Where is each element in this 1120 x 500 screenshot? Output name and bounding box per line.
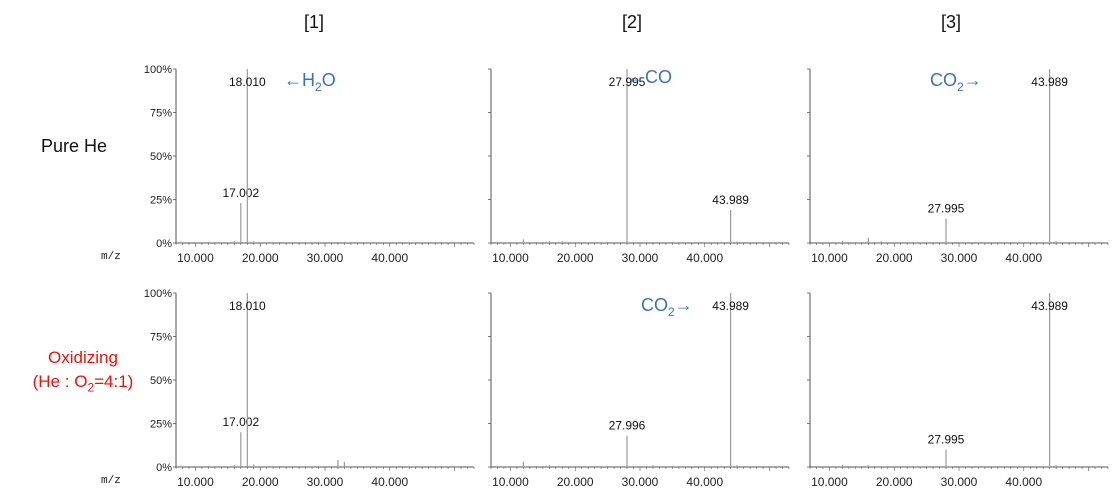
y-tick-label: 25% — [150, 419, 172, 431]
y-tick-label: 25% — [150, 195, 172, 207]
x-tick-label: 40.000 — [1005, 475, 1042, 489]
annotation-suffix: → — [964, 70, 982, 90]
spectrum-panel-ox-3: 10.000 20.000 30.000 40.000 27.995 43.989 — [807, 292, 1109, 489]
x-tick-label: 20.000 — [242, 251, 279, 265]
row-label-oxidizing: Oxidizing (He : O2=4:1) — [8, 346, 158, 399]
x-tick-label: 30.000 — [307, 251, 344, 265]
column-header-3: [3] — [941, 12, 962, 32]
x-tick-label: 10.000 — [811, 251, 848, 265]
x-tick-label: 40.000 — [686, 251, 723, 265]
x-tick-label: 20.000 — [876, 475, 913, 489]
peak-label: 27.995 — [928, 202, 965, 216]
species-annotation: ←CO — [627, 67, 672, 87]
row-label-pure-he: Pure He — [40, 136, 108, 156]
x-tick-label: 10.000 — [492, 251, 529, 265]
y-tick-label: 75% — [150, 108, 172, 120]
species-annotation: CO2→ — [641, 295, 693, 319]
y-tick-label: 50% — [150, 375, 172, 387]
x-tick-label: 20.000 — [876, 251, 913, 265]
x-tick-label: 40.000 — [1005, 251, 1042, 265]
peak-label: 27.996 — [609, 419, 646, 433]
y-tick-label: 100% — [144, 64, 172, 76]
peak-label: 17.002 — [222, 415, 259, 429]
y-tick-label: 100% — [144, 288, 172, 300]
annotation-suffix: → — [675, 295, 693, 315]
annotation-subscript: 2 — [957, 80, 964, 94]
annotation-suffix: O — [322, 70, 336, 90]
annotation-main: CO — [641, 295, 668, 315]
x-tick-label: 40.000 — [686, 475, 723, 489]
spectrum-panel-ox-1: 10.000 20.000 30.000 40.000 0% 25% 50% 75% 100% 1… — [144, 288, 475, 489]
x-tick-label: 40.000 — [371, 475, 408, 489]
column-header-1: [1] — [304, 12, 325, 32]
annotation-subscript: 2 — [315, 80, 322, 94]
x-tick-label: 30.000 — [941, 251, 978, 265]
x-tick-label: 10.000 — [492, 475, 529, 489]
x-tick-label: 20.000 — [557, 251, 594, 265]
x-tick-label: 30.000 — [941, 475, 978, 489]
row-label-oxidizing-line2: (He : O2=4:1) — [8, 370, 158, 399]
peak-label: 18.010 — [229, 299, 266, 313]
y-tick-label: 50% — [150, 151, 172, 163]
spectrum-panel-ox-2: 10.000 20.000 30.000 40.000 27.996 43.989 CO2→ — [488, 292, 790, 489]
peak-label: 43.989 — [712, 299, 749, 313]
row-label-oxidizing-prefix: (He : O — [32, 372, 88, 391]
x-tick-label: 20.000 — [242, 475, 279, 489]
peak-label: 17.002 — [222, 186, 259, 200]
column-header-2: [2] — [622, 12, 643, 32]
x-tick-label: 20.000 — [557, 475, 594, 489]
x-tick-label: 10.000 — [811, 475, 848, 489]
x-tick-label: 40.000 — [371, 251, 408, 265]
annotation-subscript: 2 — [668, 305, 675, 319]
mz-unit-label-bottom: m/z — [101, 475, 121, 487]
peak-label: 27.995 — [609, 75, 646, 89]
peak-label: 43.989 — [1031, 299, 1068, 313]
y-tick-label: 0% — [156, 238, 172, 250]
spectrum-panel-pure-3: 10.000 20.000 30.000 40.000 27.995 43.989 CO2→ — [807, 68, 1109, 265]
annotation-main: CO — [930, 70, 957, 90]
peak-label: 18.010 — [229, 75, 266, 89]
y-tick-label: 75% — [150, 332, 172, 344]
x-tick-label: 30.000 — [307, 475, 344, 489]
spectrum-panel-pure-1: 10.000 20.000 30.000 40.000 0% 25% 50% 75% 100% 1… — [144, 64, 475, 265]
mz-unit-label-top: m/z — [101, 251, 121, 263]
x-tick-label: 30.000 — [622, 475, 659, 489]
x-tick-label: 10.000 — [177, 475, 214, 489]
peak-label: 43.989 — [1031, 75, 1068, 89]
peak-label: 27.995 — [928, 433, 965, 447]
species-annotation: CO2→ — [930, 70, 982, 94]
y-tick-label: 0% — [156, 462, 172, 474]
spectrum-panel-pure-2: 10.000 20.000 30.000 40.000 27.995 43.989 ←CO — [488, 67, 790, 265]
row-label-oxidizing-suffix: =4:1) — [94, 372, 134, 391]
peak-label: 43.989 — [712, 193, 749, 207]
row-label-oxidizing-subscript: 2 — [87, 380, 95, 395]
annotation-main: ←CO — [627, 67, 672, 87]
species-annotation: ←H2O — [284, 70, 336, 94]
row-label-oxidizing-line1: Oxidizing — [48, 348, 118, 367]
annotation-main: ←H — [284, 70, 315, 90]
x-tick-label: 30.000 — [622, 251, 659, 265]
x-tick-label: 10.000 — [177, 251, 214, 265]
